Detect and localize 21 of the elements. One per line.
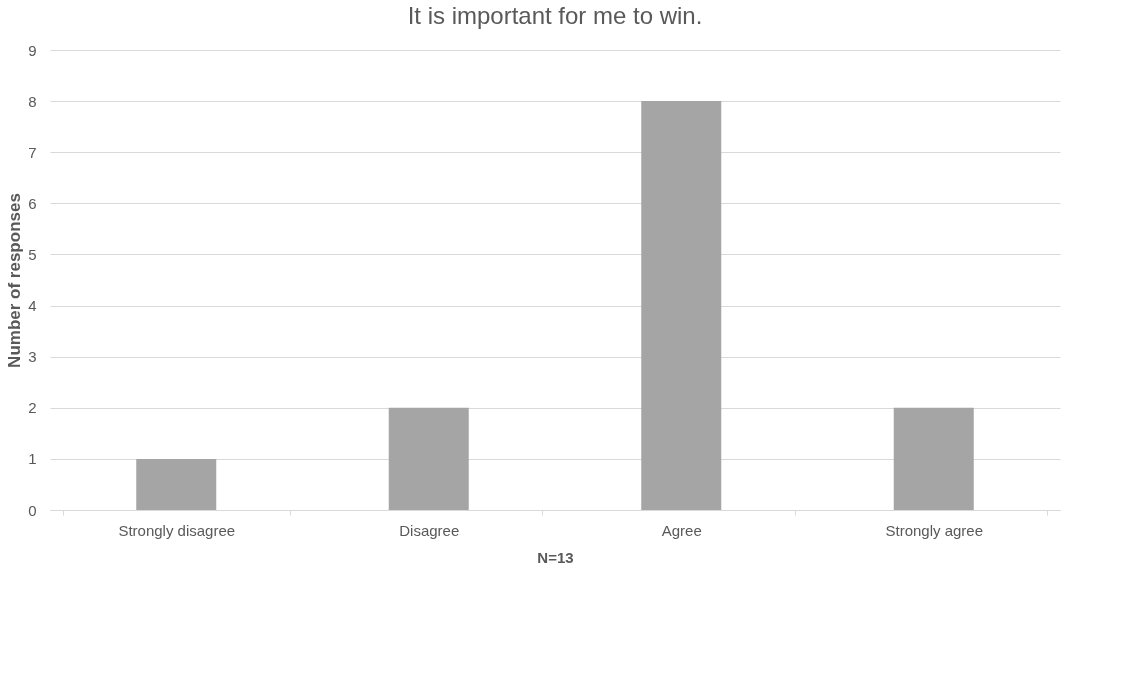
y-tick-label: 4 [28, 297, 37, 315]
x-tick-label: Agree [661, 521, 702, 539]
y-tick-label: 2 [28, 399, 37, 417]
x-tick-label: Strongly agree [885, 521, 984, 539]
chart-title: It is important for me to win. [407, 2, 703, 29]
y-tick-label: 3 [28, 348, 37, 366]
bar [136, 458, 217, 510]
y-tick-label: 6 [28, 194, 37, 212]
y-tick-label: 5 [28, 245, 37, 263]
bar [641, 101, 722, 510]
y-tick-label: 0 [28, 501, 37, 519]
bar [388, 407, 469, 510]
bar [893, 407, 974, 510]
x-axis-title: N=13 [537, 548, 574, 566]
y-tick-label: 1 [28, 450, 37, 468]
x-tick-label: Strongly disagree [118, 521, 236, 539]
y-tick-label: 8 [28, 92, 37, 110]
y-axis-title: Number of responses [5, 193, 25, 368]
y-tick-label: 9 [28, 41, 37, 59]
x-tick-label: Disagree [399, 521, 460, 539]
y-tick-label: 7 [28, 143, 37, 161]
